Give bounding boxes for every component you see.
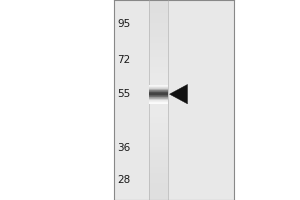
Bar (148, 67, 168, 70)
Bar (148, 57, 168, 60)
Bar (148, 110, 168, 113)
Bar (148, 13, 168, 17)
Bar (148, 23, 168, 27)
Bar (114, 0, 234, 200)
Text: 72: 72 (117, 55, 130, 65)
Bar (148, 30, 168, 33)
Bar (148, 107, 168, 110)
Bar (148, 97, 168, 98)
Bar (148, 103, 168, 107)
Bar (148, 163, 168, 167)
Bar (148, 127, 168, 130)
Bar (148, 183, 168, 187)
Bar (148, 63, 168, 67)
Bar (148, 95, 168, 96)
Bar (148, 157, 168, 160)
Bar (148, 113, 168, 117)
Bar (148, 87, 168, 88)
Bar (148, 140, 168, 143)
Bar (148, 133, 168, 137)
Bar (148, 40, 168, 43)
Text: 55: 55 (117, 89, 130, 99)
Bar (148, 83, 168, 87)
Bar (148, 143, 168, 147)
Bar (148, 50, 168, 53)
Bar (148, 93, 168, 94)
Bar (148, 96, 168, 97)
Bar (148, 177, 168, 180)
Bar (148, 87, 168, 90)
Bar (148, 85, 168, 86)
Bar (148, 37, 168, 40)
Bar (148, 47, 168, 50)
Bar (148, 102, 168, 103)
Bar (148, 88, 168, 89)
Bar (148, 197, 168, 200)
Bar (148, 0, 168, 3)
Bar (148, 43, 168, 47)
Bar (148, 10, 168, 13)
Bar (148, 180, 168, 183)
Bar (148, 20, 168, 23)
Bar (148, 173, 168, 177)
Bar (148, 117, 168, 120)
Bar (148, 167, 168, 170)
Bar (148, 90, 168, 91)
Bar (148, 100, 168, 103)
Text: 36: 36 (117, 143, 130, 153)
Text: 28: 28 (117, 175, 130, 185)
Bar (148, 91, 168, 92)
Bar (148, 70, 168, 73)
Bar (148, 103, 168, 104)
Bar (148, 153, 168, 157)
Bar (148, 137, 168, 140)
Bar (148, 94, 168, 95)
Bar (148, 147, 168, 150)
Bar (148, 7, 168, 10)
Bar (148, 99, 168, 100)
Bar (148, 53, 168, 57)
Bar (148, 100, 168, 101)
Bar (148, 101, 168, 102)
Bar (148, 120, 168, 123)
Bar (148, 92, 168, 93)
Bar (148, 150, 168, 153)
Bar (148, 73, 168, 77)
Bar (148, 3, 168, 7)
Bar (148, 98, 168, 99)
Bar (148, 187, 168, 190)
Bar (148, 27, 168, 30)
Bar (148, 190, 168, 193)
Bar (148, 33, 168, 37)
Text: 95: 95 (117, 19, 130, 29)
Bar (148, 80, 168, 83)
Bar (148, 17, 168, 20)
Bar (148, 86, 168, 87)
Bar (148, 123, 168, 127)
Bar (148, 193, 168, 197)
Bar (148, 130, 168, 133)
Bar (148, 93, 168, 97)
Bar (148, 160, 168, 163)
Bar (148, 77, 168, 80)
Bar (148, 170, 168, 173)
Bar (148, 90, 168, 93)
Bar (148, 60, 168, 63)
Bar (148, 89, 168, 90)
Bar (148, 97, 168, 100)
Polygon shape (169, 84, 188, 104)
